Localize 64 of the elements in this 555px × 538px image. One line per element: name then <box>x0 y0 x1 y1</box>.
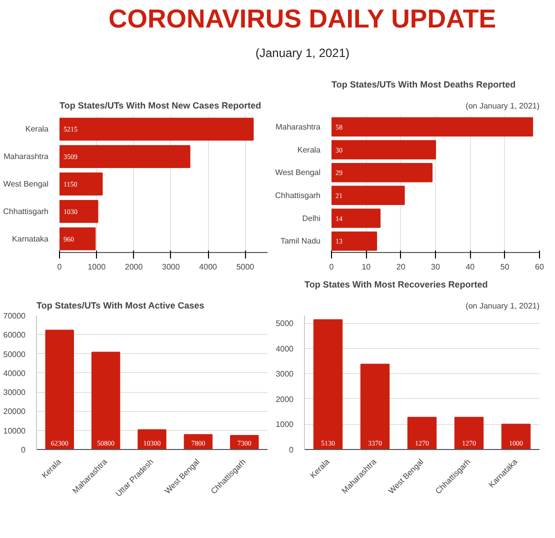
bar <box>60 145 190 168</box>
y-tick-label: 60000 <box>3 330 26 340</box>
y-tick-label: 0 <box>21 446 26 454</box>
x-tick-label: 20 <box>396 262 406 272</box>
bar <box>454 416 484 450</box>
y-tick-label: Tamil Nadu <box>280 236 320 246</box>
x-tick-label: 1000 <box>88 262 106 272</box>
chart-subtitle: (on January 1, 2021) <box>466 302 540 310</box>
y-tick-label: Maharashtra <box>4 152 50 162</box>
x-tick-label: 4000 <box>199 262 218 272</box>
y-tick-label: 2000 <box>276 394 294 404</box>
bar <box>332 208 381 228</box>
y-tick-label: 5000 <box>276 319 294 328</box>
bar <box>91 352 120 450</box>
bar <box>407 416 437 450</box>
y-tick-label: 40000 <box>3 368 26 378</box>
bar <box>60 118 254 141</box>
y-tick-label: Chhattisgarh <box>275 190 320 200</box>
x-tick-label: 60 <box>535 262 544 272</box>
y-tick-label: West Bengal <box>275 168 321 178</box>
bar <box>360 364 390 450</box>
y-tick-label: 4000 <box>276 344 294 354</box>
y-tick-label: Chhattisgarh <box>3 206 48 216</box>
x-tick-label: 40 <box>466 262 476 272</box>
x-tick-label: 50 <box>500 262 510 272</box>
y-tick-label: Maharashtra <box>276 122 322 132</box>
y-tick-label: 50000 <box>3 350 26 359</box>
text: (January 1, 2021) <box>255 46 350 60</box>
x-tick-label: 0 <box>329 262 334 272</box>
x-tick-label: 2000 <box>124 262 144 272</box>
bar <box>313 319 343 450</box>
y-tick-label: 0 <box>289 446 294 454</box>
y-tick-label: West Bengal <box>3 180 49 188</box>
chart-subtitle: (on January 1, 2021) <box>466 102 540 110</box>
bar <box>332 162 433 182</box>
x-tick-label: 30 <box>431 262 440 272</box>
bar <box>332 231 378 251</box>
y-tick-label: 10000 <box>3 426 26 436</box>
y-tick-label: Kerala <box>297 145 322 154</box>
chart-title: Top States/UTs With Most New Cases Reported <box>60 100 262 110</box>
y-tick-label: 70000 <box>3 312 26 320</box>
y-tick-label: 3000 <box>276 370 294 379</box>
text: CORONAVIRUS DAILY UPDATE <box>108 3 496 34</box>
chart-title: Top States With Most Recoveries Reported <box>304 280 488 290</box>
bar <box>501 424 531 450</box>
bar <box>60 200 98 223</box>
chart-title: Top States/UTs With Most Active Cases <box>36 300 204 310</box>
y-tick-label: Karnataka <box>12 234 50 244</box>
x-tick-label: 3000 <box>162 262 180 272</box>
bar <box>60 172 103 196</box>
y-tick-label: 1000 <box>276 420 294 430</box>
y-tick-label: 20000 <box>3 407 26 416</box>
y-tick-label: Kerala <box>25 124 50 134</box>
y-tick-label: 30000 <box>3 388 26 398</box>
bar <box>45 330 74 450</box>
x-tick-label: 10 <box>362 262 372 272</box>
chart-title: Top States/UTs With Most Deaths Reported <box>332 80 516 90</box>
x-tick-label: 0 <box>57 262 62 272</box>
y-tick-label: Delhi <box>302 214 321 223</box>
bar <box>332 186 405 206</box>
bar <box>60 227 96 250</box>
bar <box>332 117 534 137</box>
bar <box>332 140 436 160</box>
x-tick-label: 5000 <box>236 262 255 272</box>
